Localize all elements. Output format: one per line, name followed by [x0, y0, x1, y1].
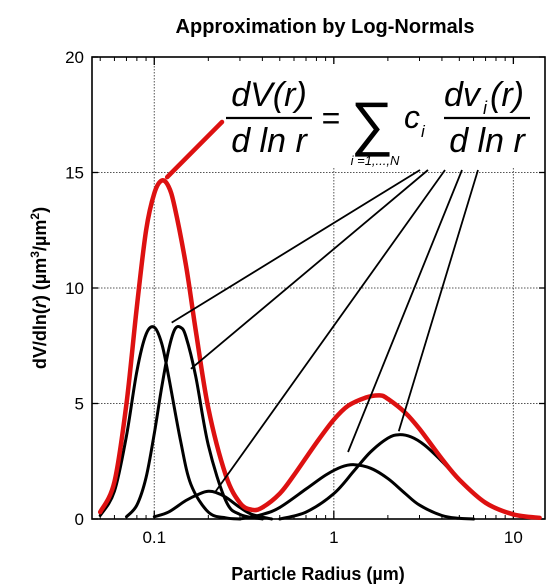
y-axis-title-variable: r [30, 300, 50, 308]
formula-coefficient-subscript: i [421, 122, 426, 141]
y-axis-title-part-1: dV/dln( [30, 308, 50, 369]
total-leader-line [164, 119, 225, 180]
y-axis-title-exponent-2: 2 [28, 213, 42, 220]
formula-left-denominator: d ln r [231, 122, 308, 160]
total-curve [97, 178, 542, 521]
y-tick-label: 0 [75, 510, 84, 529]
formula-leader-lines [171, 169, 479, 492]
formula-right-numerator-post: (r) [490, 76, 524, 114]
series-lines [97, 178, 542, 521]
x-tick-label: 10 [504, 528, 523, 547]
y-tick-label: 10 [65, 279, 84, 298]
x-tick-label: 0.1 [142, 528, 166, 547]
formula-annotation: dV(r) d ln r = ∑ i =1,...,N c i dv i (r)… [195, 64, 535, 168]
y-axis-title-exponent-3: 3 [28, 251, 42, 258]
formula-sum-symbol: ∑ [351, 90, 394, 157]
formula-background [195, 64, 535, 168]
component-leader-line-5 [397, 169, 479, 432]
component-leader-line-2 [190, 169, 429, 370]
formula-coefficient: c [404, 99, 420, 135]
y-axis-title-part-3: /µm [30, 220, 50, 251]
component-curve-1 [98, 325, 242, 521]
y-tick-label: 20 [65, 48, 84, 67]
component-curve-4 [238, 463, 475, 521]
component-leader-line-4 [347, 169, 463, 453]
formula-right-numerator-pre: dv [444, 76, 482, 114]
component-leader-line-1 [171, 169, 421, 324]
formula-equals: = [322, 100, 341, 136]
x-tick-label: 1 [329, 528, 338, 547]
y-tick-label: 5 [75, 395, 84, 414]
y-axis-title: dV/dln(r) (µm3/µm2) [28, 207, 50, 369]
y-axis-title-part-4: ) [30, 207, 50, 213]
y-tick-label: 15 [65, 164, 84, 183]
chart-title: Approximation by Log-Normals [176, 16, 475, 38]
formula-right-numerator-subscript: i [483, 98, 488, 118]
total-curve-leader [164, 119, 225, 180]
y-axis-title-part-2: ) (µm [30, 258, 50, 301]
formula-left-numerator: dV(r) [231, 76, 307, 114]
component-leader-line-3 [215, 169, 446, 492]
formula-right-denominator: d ln r [449, 122, 526, 160]
x-axis-title: Particle Radius (µm) [231, 564, 404, 584]
component-curve-3 [152, 489, 274, 521]
axis-ticks: 0 5 10 15 20 0.1 1 10 [65, 48, 545, 547]
formula-sum-index: i =1,...,N [351, 153, 400, 168]
